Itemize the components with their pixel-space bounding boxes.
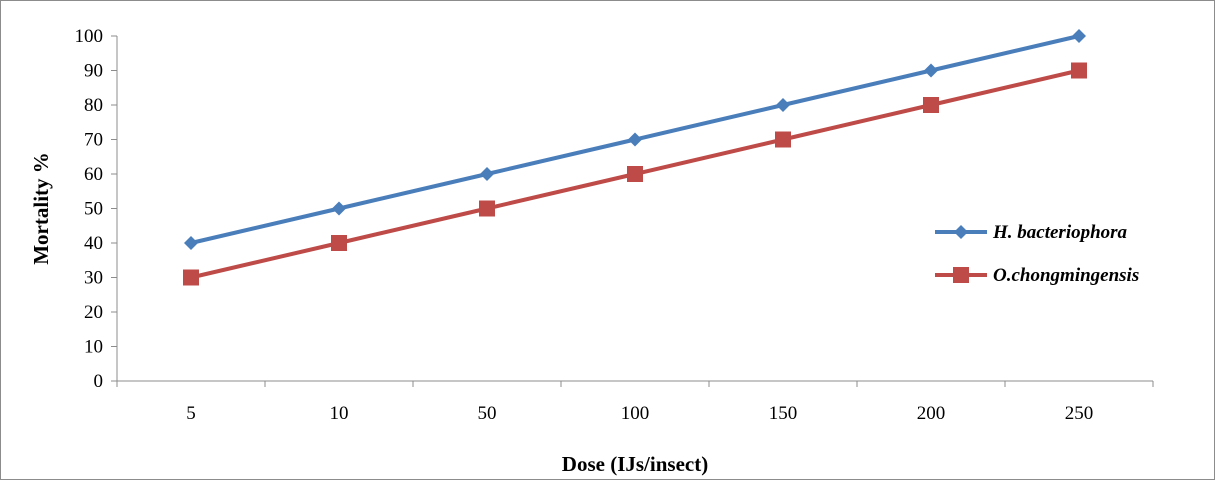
data-point xyxy=(479,200,495,217)
data-point xyxy=(183,269,199,286)
legend-label: H. bacteriophora xyxy=(992,222,1128,243)
y-tick-label: 30 xyxy=(84,268,103,289)
x-tick-label: 5 xyxy=(186,403,196,424)
series-layer xyxy=(183,29,1087,286)
x-tick-label: 250 xyxy=(1065,403,1094,424)
y-axis-title: Mortality % xyxy=(29,152,53,265)
data-point xyxy=(923,97,939,113)
y-tick-label: 50 xyxy=(84,199,103,220)
series-2 xyxy=(183,62,1087,286)
legend-label: O.chongmingensis xyxy=(993,265,1139,286)
legend-marker xyxy=(953,267,969,283)
series-1 xyxy=(184,29,1086,250)
legend-marker xyxy=(954,225,968,239)
legend-entry-1: H. bacteriophora xyxy=(935,222,1128,243)
x-tick-label: 10 xyxy=(330,403,349,424)
data-point xyxy=(332,201,346,216)
data-point xyxy=(628,132,642,147)
x-tick-label: 200 xyxy=(917,403,946,424)
legend: H. bacteriophora O.chongmingensis xyxy=(935,222,1139,286)
y-tick-labels: 0 10 20 30 40 50 60 70 80 90 100 xyxy=(75,26,104,392)
axes xyxy=(111,35,1154,387)
x-tick-label: 50 xyxy=(478,403,497,424)
x-tick-label: 150 xyxy=(769,403,798,424)
y-tick-label: 70 xyxy=(84,130,103,151)
data-point xyxy=(924,63,938,78)
y-tick-label: 40 xyxy=(84,233,103,254)
y-tick-label: 60 xyxy=(84,164,103,185)
y-tick-label: 90 xyxy=(84,61,103,82)
data-point xyxy=(1072,29,1086,43)
x-axis-title: Dose (IJs/insect) xyxy=(562,452,708,476)
x-tick-label: 100 xyxy=(621,403,650,424)
x-tick-labels: 5 10 50 100 150 200 250 xyxy=(186,403,1093,424)
legend-entry-2: O.chongmingensis xyxy=(935,265,1139,286)
y-tick-label: 20 xyxy=(84,302,103,323)
data-point xyxy=(331,235,347,251)
data-point xyxy=(184,236,198,250)
data-point xyxy=(480,167,494,181)
y-tick-label: 80 xyxy=(84,95,103,116)
y-tick-label: 10 xyxy=(84,337,103,358)
data-point xyxy=(1071,62,1087,79)
y-tick-label: 0 xyxy=(94,371,104,392)
data-point xyxy=(627,166,643,182)
data-point xyxy=(775,131,791,148)
data-point xyxy=(776,98,790,112)
y-tick-label: 100 xyxy=(75,26,104,47)
